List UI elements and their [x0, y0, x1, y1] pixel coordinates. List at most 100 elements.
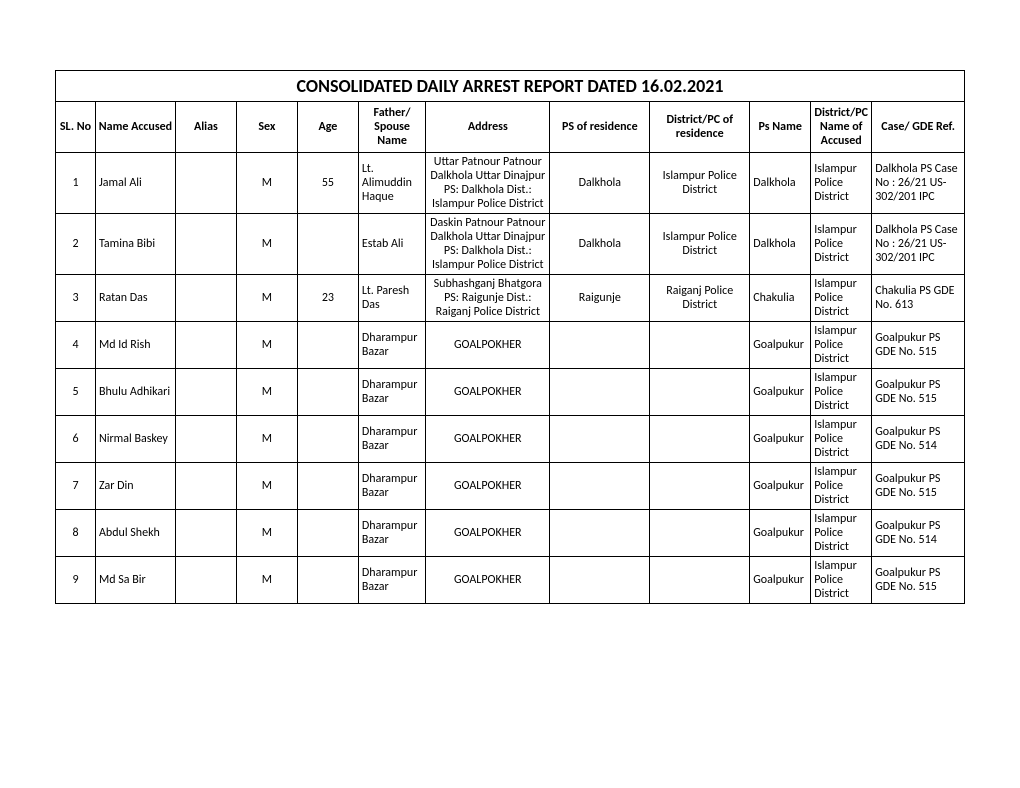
cell — [650, 557, 750, 604]
cell: Dharampur Bazar — [358, 510, 425, 557]
cell: Goalpukur — [750, 557, 811, 604]
cell — [297, 214, 358, 275]
cell — [650, 416, 750, 463]
cell: M — [236, 275, 297, 322]
cell — [175, 463, 236, 510]
hdr-distpc: District/PC Name of Accused — [811, 102, 872, 153]
cell — [175, 510, 236, 557]
hdr-distres: District/PC of residence — [650, 102, 750, 153]
cell — [297, 557, 358, 604]
hdr-psres: PS of residence — [550, 102, 650, 153]
cell: 4 — [56, 322, 96, 369]
cell — [297, 369, 358, 416]
cell: Islampur Police District — [811, 275, 872, 322]
cell: Dalkhola — [750, 214, 811, 275]
hdr-age: Age — [297, 102, 358, 153]
table-body: 1Jamal AliM55Lt. Alimuddin HaqueUttar Pa… — [56, 153, 965, 604]
cell: 7 — [56, 463, 96, 510]
cell — [297, 463, 358, 510]
cell — [175, 322, 236, 369]
table-row: 3Ratan DasM23Lt. Paresh DasSubhashganj B… — [56, 275, 965, 322]
cell: Chakulia PS GDE No. 613 — [872, 275, 965, 322]
cell: Goalpukur PS GDE No. 514 — [872, 510, 965, 557]
cell — [650, 322, 750, 369]
cell: 5 — [56, 369, 96, 416]
table-row: 4Md Id RishMDharampur BazarGOALPOKHERGoa… — [56, 322, 965, 369]
cell — [297, 322, 358, 369]
cell: 55 — [297, 153, 358, 214]
cell: GOALPOKHER — [426, 463, 550, 510]
hdr-alias: Alias — [175, 102, 236, 153]
hdr-name: Name Accused — [95, 102, 175, 153]
cell: Goalpukur PS GDE No. 514 — [872, 416, 965, 463]
cell: Nirmal Baskey — [95, 416, 175, 463]
cell: Dalkhola PS Case No : 26/21 US-302/201 I… — [872, 214, 965, 275]
cell: Jamal Ali — [95, 153, 175, 214]
cell — [175, 557, 236, 604]
title-row: CONSOLIDATED DAILY ARREST REPORT DATED 1… — [56, 71, 965, 102]
cell: Daskin Patnour Patnour Dalkhola Uttar Di… — [426, 214, 550, 275]
cell: Chakulia — [750, 275, 811, 322]
cell: Dalkhola — [750, 153, 811, 214]
cell — [650, 463, 750, 510]
cell: Goalpukur — [750, 510, 811, 557]
cell: Goalpukur PS GDE No. 515 — [872, 557, 965, 604]
cell — [297, 416, 358, 463]
cell: Goalpukur PS GDE No. 515 — [872, 463, 965, 510]
cell: GOALPOKHER — [426, 557, 550, 604]
cell: Goalpukur — [750, 322, 811, 369]
cell: Islampur Police District — [811, 369, 872, 416]
cell: Islampur Police District — [811, 557, 872, 604]
arrest-report-table: CONSOLIDATED DAILY ARREST REPORT DATED 1… — [55, 70, 965, 604]
cell — [550, 510, 650, 557]
cell: Dharampur Bazar — [358, 322, 425, 369]
header-row: SL. No Name Accused Alias Sex Age Father… — [56, 102, 965, 153]
cell: M — [236, 510, 297, 557]
cell: Islampur Police District — [811, 416, 872, 463]
cell: Estab Ali — [358, 214, 425, 275]
cell: 8 — [56, 510, 96, 557]
cell: Subhashganj Bhatgora PS: Raigunje Dist.:… — [426, 275, 550, 322]
cell: Dharampur Bazar — [358, 557, 425, 604]
cell: Goalpukur PS GDE No. 515 — [872, 369, 965, 416]
hdr-caseref: Case/ GDE Ref. — [872, 102, 965, 153]
cell: Dharampur Bazar — [358, 369, 425, 416]
cell: 2 — [56, 214, 96, 275]
cell: 6 — [56, 416, 96, 463]
cell: Goalpukur PS GDE No. 515 — [872, 322, 965, 369]
hdr-psname: Ps Name — [750, 102, 811, 153]
cell — [650, 369, 750, 416]
cell — [550, 416, 650, 463]
cell — [650, 510, 750, 557]
cell — [175, 416, 236, 463]
cell — [175, 275, 236, 322]
cell — [175, 214, 236, 275]
cell — [550, 463, 650, 510]
cell: 1 — [56, 153, 96, 214]
table-row: 1Jamal AliM55Lt. Alimuddin HaqueUttar Pa… — [56, 153, 965, 214]
cell: GOALPOKHER — [426, 369, 550, 416]
cell: Bhulu Adhikari — [95, 369, 175, 416]
cell: Md Sa Bir — [95, 557, 175, 604]
cell: Goalpukur — [750, 369, 811, 416]
cell: Goalpukur — [750, 416, 811, 463]
cell: GOALPOKHER — [426, 416, 550, 463]
cell — [550, 369, 650, 416]
cell: Lt. Paresh Das — [358, 275, 425, 322]
table-row: 6Nirmal BaskeyMDharampur BazarGOALPOKHER… — [56, 416, 965, 463]
cell: Dalkhola — [550, 214, 650, 275]
cell: Islampur Police District — [811, 510, 872, 557]
cell: Raigunje — [550, 275, 650, 322]
cell — [175, 369, 236, 416]
cell: Uttar Patnour Patnour Dalkhola Uttar Din… — [426, 153, 550, 214]
hdr-sl: SL. No — [56, 102, 96, 153]
cell: Md Id Rish — [95, 322, 175, 369]
hdr-father: Father/ Spouse Name — [358, 102, 425, 153]
cell: Abdul Shekh — [95, 510, 175, 557]
cell — [550, 322, 650, 369]
cell: M — [236, 463, 297, 510]
cell: Islampur Police District — [650, 153, 750, 214]
cell: 3 — [56, 275, 96, 322]
cell: 9 — [56, 557, 96, 604]
cell: Goalpukur — [750, 463, 811, 510]
